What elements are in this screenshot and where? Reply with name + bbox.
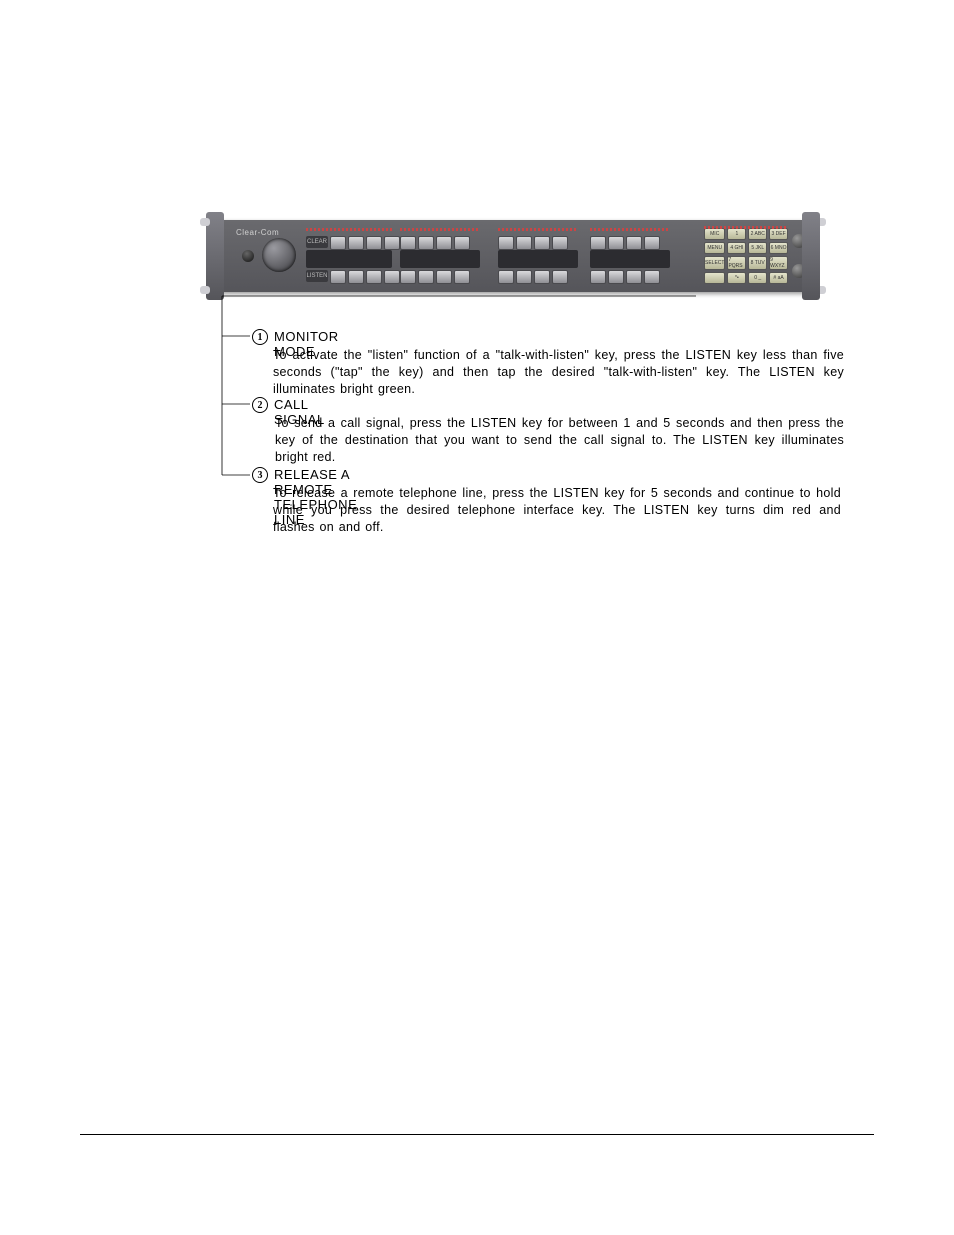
key-group-1: CLEAR LISTEN: [306, 228, 392, 284]
keypad-key: 9 WXYZ: [769, 256, 788, 270]
footer-rule: [80, 1134, 874, 1135]
keypad-key: 1: [727, 228, 746, 240]
brand-logo: Clear-Com: [236, 228, 279, 237]
clear-key: CLEAR: [306, 236, 328, 248]
callout-number: 3: [252, 467, 268, 483]
keypad-key: MENU: [704, 242, 725, 254]
keypad-key: MIC: [704, 228, 725, 240]
section-body: To send a call signal, press the LISTEN …: [275, 415, 844, 466]
callout-number: 1: [252, 329, 268, 345]
rack-ear: [816, 286, 826, 294]
rack-ear: [200, 286, 210, 294]
volume-knob: [792, 264, 806, 278]
listen-key: LISTEN: [306, 270, 328, 282]
volume-knob: [792, 234, 806, 248]
keypad-key: 0 _: [748, 272, 767, 284]
keypad-key: 7 PQRS: [727, 256, 746, 270]
key-group-4: [590, 228, 670, 284]
keypad-key: 3 DEF: [769, 228, 788, 240]
keypad-key: 5 JKL: [748, 242, 767, 254]
rack-ear: [200, 218, 210, 226]
keypad-key: # aA: [769, 272, 788, 284]
numeric-keypad: MIC 1 2 ABC 3 DEF MENU 4 GHI 5 JKL 6 MNO…: [704, 228, 788, 284]
headphone-jack: [242, 250, 254, 262]
section-body: To release a remote telephone line, pres…: [273, 485, 841, 536]
key-group-2: [400, 228, 480, 284]
device-rack-unit: Clear-Com CLEAR LISTEN: [212, 220, 814, 292]
keypad-key: 2 ABC: [748, 228, 767, 240]
section-body: To activate the "listen" function of a "…: [273, 347, 844, 398]
keypad-key: *•: [727, 272, 746, 284]
xlr-connector: [262, 238, 296, 272]
callout-number: 2: [252, 397, 268, 413]
keypad-key: 6 MNO: [769, 242, 788, 254]
rack-ear: [816, 218, 826, 226]
keypad-key: SELECT: [704, 256, 725, 270]
keypad-key: 8 TUV: [748, 256, 767, 270]
key-group-3: [498, 228, 578, 284]
keypad-key: 4 GHI: [727, 242, 746, 254]
keypad-key: [704, 272, 725, 284]
